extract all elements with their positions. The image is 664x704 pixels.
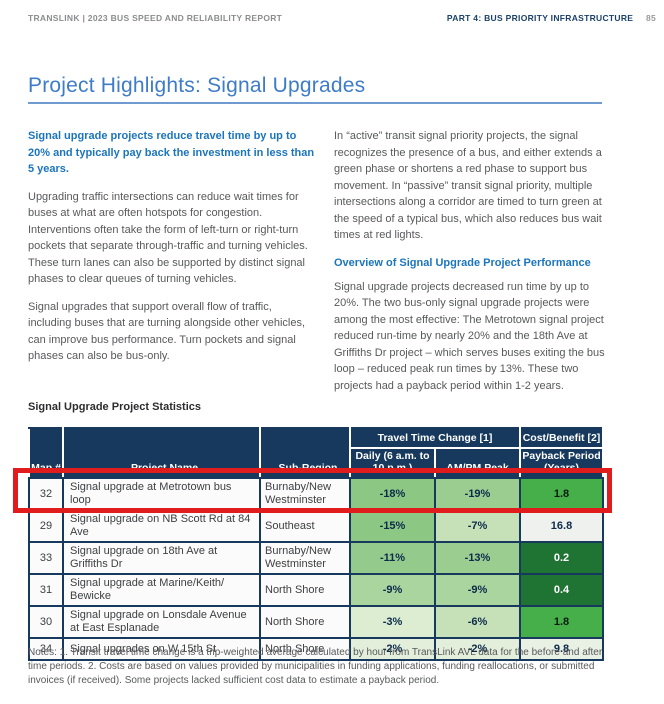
- sub-region: North Shore: [259, 637, 351, 661]
- table-row-33: 33 Signal upgrade on 18th Ave at Griffit…: [28, 541, 605, 575]
- map-number: 30: [28, 605, 64, 639]
- col-header-ampm-peak: AM/PM Peak: [433, 447, 522, 479]
- map-number: 29: [28, 509, 64, 543]
- body-columns: Signal upgrade projects reduce travel ti…: [28, 128, 606, 405]
- peak-change: -9%: [433, 573, 522, 607]
- sub-region: North Shore: [259, 605, 351, 639]
- project-name: Signal upgrade at Marine/Keith/ Bewicke: [62, 573, 261, 607]
- right-paragraph-2: Signal upgrade projects decreased run ti…: [334, 280, 605, 392]
- title-divider: [28, 102, 602, 104]
- table-title: Signal Upgrade Project Statistics: [28, 401, 201, 413]
- payback-period: 1.8: [519, 605, 605, 639]
- peak-change: -6%: [433, 605, 522, 639]
- peak-change: -13%: [433, 541, 522, 575]
- daily-change: -15%: [349, 509, 436, 543]
- daily-change: -11%: [349, 541, 436, 575]
- page-meta-header: TRANSLINK | 2023 BUS SPEED AND RELIABILI…: [28, 13, 656, 23]
- highlight-annotation-box: [13, 468, 612, 513]
- payback-period: 16.8: [519, 509, 605, 543]
- table-row-34: 34 Signal upgrades on W 15th St North Sh…: [28, 637, 605, 661]
- project-name: Signal upgrade on 18th Ave at Griffiths …: [62, 541, 261, 575]
- col-header-daily: Daily (6 a.m. to 10 p.m.): [349, 447, 436, 479]
- table-row-29: 29 Signal upgrade on NB Scott Rd at 84 A…: [28, 509, 605, 543]
- daily-change: -3%: [349, 605, 436, 639]
- map-number: 33: [28, 541, 64, 575]
- daily-change: -18%: [349, 477, 436, 511]
- lead-paragraph: Signal upgrade projects reduce travel ti…: [28, 130, 315, 175]
- peak-change: -2%: [433, 637, 522, 661]
- map-number: 31: [28, 573, 64, 607]
- report-name: TRANSLINK | 2023 BUS SPEED AND RELIABILI…: [28, 13, 283, 23]
- payback-period: 0.2: [519, 541, 605, 575]
- table-row-31: 31 Signal upgrade at Marine/Keith/ Bewic…: [28, 573, 605, 607]
- left-paragraph-1: Upgrading traffic intersections can redu…: [28, 190, 308, 286]
- right-paragraph-1: In “active” transit signal priority proj…: [334, 130, 602, 241]
- payback-period: 9.8: [519, 637, 605, 661]
- sub-region: North Shore: [259, 573, 351, 607]
- statistics-table: Map # Project Name Sub-Region Travel Tim…: [28, 427, 605, 661]
- group-header-travel-time: Travel Time Change [1]: [348, 427, 522, 449]
- map-number: 34: [28, 637, 64, 661]
- project-name: Signal upgrade on Lonsdale Avenue at Eas…: [62, 605, 261, 639]
- group-header-cost-benefit: Cost/Benefit [2]: [519, 427, 605, 449]
- daily-change: -9%: [349, 573, 436, 607]
- table-notes: Notes: 1. Transit travel time change is …: [28, 647, 603, 686]
- sub-region: Southeast: [259, 509, 351, 543]
- peak-change: -7%: [433, 509, 522, 543]
- left-paragraph-2: Signal upgrades that support overall flo…: [28, 300, 306, 363]
- page-number: 85: [645, 13, 656, 23]
- project-name: Signal upgrades on W 15th St: [62, 637, 261, 661]
- sub-region: Burnaby/New Westminster: [259, 541, 351, 575]
- payback-period: 0.4: [519, 573, 605, 607]
- sub-region: Burnaby/New Westminster: [259, 477, 351, 511]
- project-name: Signal upgrade on NB Scott Rd at 84 Ave: [62, 509, 261, 543]
- table-row-30: 30 Signal upgrade on Lonsdale Avenue at …: [28, 605, 605, 639]
- performance-subhead: Overview of Signal Upgrade Project Perfo…: [334, 256, 591, 269]
- section-name: PART 4: BUS PRIORITY INFRASTRUCTURE: [446, 13, 634, 23]
- col-header-payback: Payback Period (Years): [519, 447, 605, 479]
- right-column: In “active” transit signal priority proj…: [334, 128, 606, 405]
- daily-change: -2%: [349, 637, 436, 661]
- left-column: Signal upgrade projects reduce travel ti…: [28, 128, 317, 405]
- page-title: Project Highlights: Signal Upgrades: [28, 74, 366, 97]
